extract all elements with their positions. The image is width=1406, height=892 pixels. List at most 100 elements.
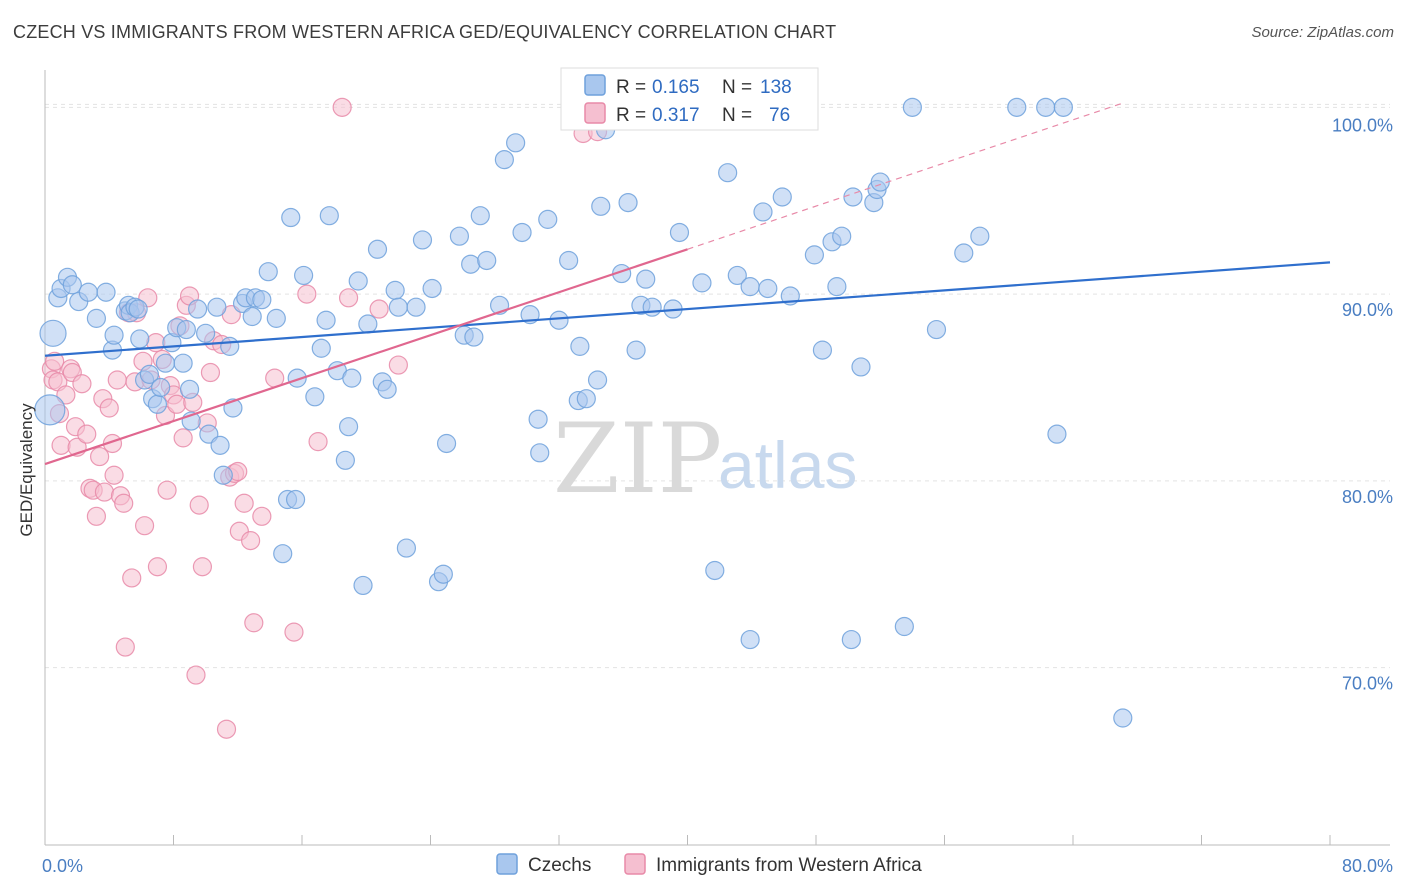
western-africa-point — [284, 622, 304, 642]
czechs-point — [412, 230, 433, 250]
czechs-point — [34, 394, 66, 426]
watermark: ZIP atlas — [553, 403, 857, 515]
bottom-legend-label-czechs: Czechs — [528, 855, 591, 876]
czechs-point — [86, 308, 107, 328]
western-africa-trend-line — [44, 248, 688, 466]
czechs-point — [549, 310, 569, 330]
czechs-point — [377, 379, 397, 399]
western-africa-point — [332, 97, 352, 117]
czechs-point — [187, 299, 208, 319]
czechs-point — [1036, 97, 1056, 117]
western-africa-point — [234, 493, 254, 513]
y-tick-label-90: 90.0% — [1342, 300, 1393, 320]
czechs-point — [252, 290, 272, 310]
czechs-point — [316, 310, 336, 330]
czechs-point — [587, 370, 608, 390]
y-tick-labels: 70.0% 80.0% 90.0% 100.0% — [1332, 115, 1393, 693]
czechs-point — [740, 277, 760, 297]
czechs-point — [78, 282, 98, 302]
western-africa-point — [200, 362, 221, 383]
czechs-point — [506, 133, 526, 153]
czechs-point — [338, 417, 359, 437]
western-africa-point — [189, 495, 209, 515]
czechs-point — [926, 319, 947, 340]
bottom-legend-swatch-czechs — [496, 853, 518, 875]
czechs-point — [618, 192, 638, 213]
western-africa-point — [369, 299, 389, 319]
series-western-africa-points — [41, 97, 608, 739]
czechs-point — [464, 327, 484, 347]
western-africa-point — [134, 516, 155, 536]
czechs-point — [385, 280, 405, 300]
czechs-point — [642, 297, 662, 317]
czechs-point — [39, 319, 67, 347]
bottom-legend-swatch-western-africa — [624, 853, 646, 875]
czechs-point — [753, 202, 773, 222]
czechs-point — [220, 336, 240, 356]
czechs-point — [851, 357, 871, 377]
chart-title: CZECH VS IMMIGRANTS FROM WESTERN AFRICA … — [13, 22, 837, 42]
czechs-point — [477, 250, 497, 271]
legend-n-value-czechs: 138 — [760, 77, 792, 98]
western-africa-point — [241, 531, 261, 551]
legend-n-label-western-africa: N = — [722, 105, 752, 126]
czechs-point — [406, 297, 426, 317]
czechs-point — [449, 226, 470, 246]
czechs-point — [512, 222, 532, 243]
legend-r-label-western-africa: R = — [616, 105, 646, 126]
czechs-point — [812, 340, 833, 360]
czechs-point — [970, 226, 990, 246]
czechs-point — [155, 353, 176, 373]
legend-swatch-western-africa — [584, 102, 606, 124]
czechs-point — [196, 323, 216, 343]
western-africa-point — [192, 557, 213, 577]
czechs-point — [422, 278, 442, 299]
western-africa-point — [388, 355, 408, 375]
western-africa-point — [115, 637, 135, 657]
czechs-point — [367, 239, 388, 259]
top-legend: R = 0.165 N = 138 R = 0.317 N = 76 — [560, 67, 819, 131]
czechs-point — [705, 560, 725, 581]
czechs-point — [210, 435, 230, 455]
czechs-point — [353, 575, 373, 596]
czechs-point — [727, 265, 747, 286]
legend-n-label-czechs: N = — [722, 77, 752, 98]
czechs-point — [139, 364, 160, 384]
czechs-point — [285, 489, 306, 510]
western-africa-point — [77, 424, 97, 444]
czechs-point — [128, 299, 148, 319]
czechs-point — [147, 394, 168, 414]
czechs-point — [894, 616, 914, 637]
western-africa-point — [90, 446, 110, 467]
y-tick-label-100: 100.0% — [1332, 115, 1393, 135]
czechs-point — [305, 387, 325, 407]
czechs-point — [342, 368, 362, 388]
western-africa-point — [114, 493, 134, 513]
czechs-point — [388, 297, 408, 317]
czechs-point — [258, 262, 278, 282]
czechs-point — [96, 282, 116, 302]
x-tick-label-min: 0.0% — [42, 856, 83, 876]
czechs-point — [827, 277, 847, 297]
western-africa-point — [216, 719, 237, 739]
czechs-point — [130, 329, 150, 349]
watermark-zip: ZIP — [553, 403, 722, 515]
czechs-point — [433, 564, 453, 584]
czechs-point — [1047, 424, 1067, 444]
czechs-point — [718, 163, 738, 183]
legend-r-value-czechs: 0.165 — [652, 77, 700, 98]
western-africa-point — [173, 428, 193, 448]
czechs-point — [772, 187, 792, 207]
czechs-point — [954, 243, 974, 263]
legend-n-value-western-africa: 76 — [769, 105, 790, 126]
western-africa-point — [72, 374, 92, 394]
trend-lines — [44, 103, 1331, 466]
western-africa-point — [104, 465, 124, 485]
czechs-point — [841, 629, 861, 650]
czechs-point — [273, 544, 293, 564]
czechs-point — [287, 368, 307, 388]
western-africa-point — [157, 480, 177, 500]
western-africa-point — [167, 394, 187, 414]
czechs-point — [179, 379, 200, 399]
czechs-point — [538, 209, 558, 229]
